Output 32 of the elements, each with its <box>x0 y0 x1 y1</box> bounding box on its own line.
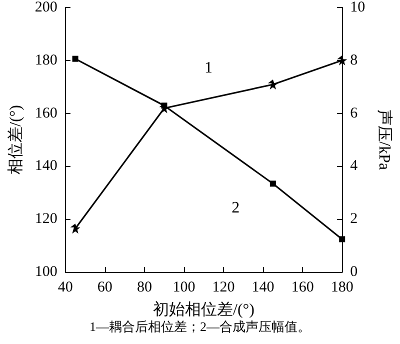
x-tick-label: 60 <box>97 280 112 296</box>
y-tick-label: 140 <box>34 158 58 174</box>
y2-tick-label: 6 <box>350 105 358 122</box>
y-tick-label: 200 <box>34 0 58 16</box>
y-tick-label: 180 <box>34 52 58 68</box>
point <box>70 224 80 234</box>
point <box>337 55 348 66</box>
y2-tick-label: 8 <box>350 52 358 68</box>
point <box>339 236 346 242</box>
x-tick-label: 120 <box>212 280 235 296</box>
x-tick-label: 80 <box>136 280 152 296</box>
y2-tick-label: 0 <box>350 264 358 280</box>
x-tick-label: 160 <box>291 280 314 296</box>
y2-tick-label: 10 <box>350 0 366 16</box>
text: 2 <box>232 199 240 216</box>
y-tick-label: 120 <box>34 211 58 228</box>
y-tick-label: 160 <box>34 105 58 122</box>
x-tick-label: 180 <box>330 280 354 296</box>
point <box>268 79 278 90</box>
series-label: 1 <box>204 59 212 76</box>
x-tick-label: 40 <box>58 280 73 296</box>
text: 1—耦合后相位差；2—合成声压幅值。 <box>90 319 310 334</box>
y2-tick-label: 2 <box>350 211 358 228</box>
y2-axis-title: 声压/kPa <box>376 110 394 170</box>
x-tick-label: 100 <box>172 280 196 296</box>
x-axis-title: 初始相位差/(°) <box>153 300 254 318</box>
x-tick-label: 140 <box>252 280 274 296</box>
y-tick-label: 100 <box>34 264 58 280</box>
y-axis-title: 相位差/(°) <box>6 105 24 174</box>
y2-tick-label: 4 <box>350 158 358 174</box>
point <box>270 180 276 187</box>
point <box>72 56 78 62</box>
